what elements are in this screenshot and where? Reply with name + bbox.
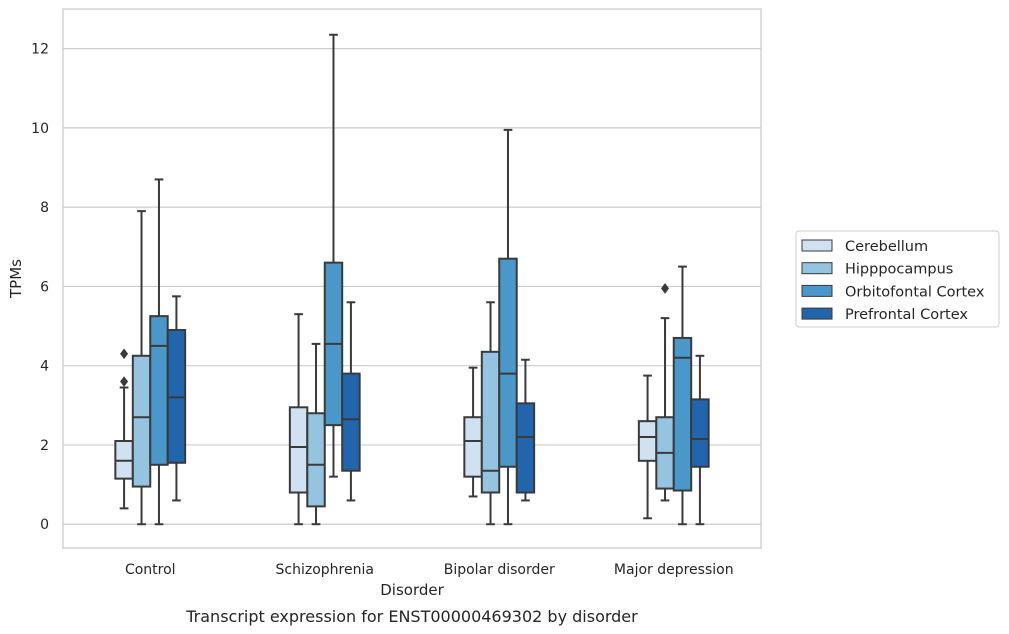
box-body <box>672 336 693 492</box>
box-cerebellum <box>288 313 309 526</box>
box-prefrontal-cortex <box>166 295 187 502</box>
legend-item: Cerebellum <box>801 239 928 255</box>
box-body <box>306 412 326 508</box>
y-tick-labels: 0 2 4 6 8 10 12 <box>31 42 49 534</box>
box-hipppocampus <box>131 210 152 526</box>
box-cerebellum <box>114 348 134 510</box>
y-tick-label: 10 <box>31 121 49 137</box>
box-prefrontal-cortex <box>690 354 710 526</box>
legend-label: Prefrontal Cortex <box>845 307 968 323</box>
box-orbitofontal-cortex <box>498 128 518 526</box>
box-body <box>463 416 483 478</box>
box-orbitofontal-cortex <box>149 178 169 526</box>
x-tick-label: Major depression <box>614 562 734 578</box>
legend-swatch <box>801 262 833 275</box>
box-body <box>498 257 518 468</box>
y-tick-label: 12 <box>31 42 49 58</box>
legend-label: Orbitofontal Cortex <box>845 284 985 300</box>
box-prefrontal-cortex <box>341 301 361 502</box>
chart-caption: Transcript expression for ENST0000046930… <box>185 607 638 626</box>
legend-swatch <box>801 307 833 320</box>
box-prefrontal-cortex <box>515 358 536 502</box>
outlier-point <box>120 348 129 360</box>
box-cerebellum <box>637 374 658 520</box>
legend-item: Prefrontal Cortex <box>801 307 968 323</box>
y-axis-label: TPMs <box>7 259 25 299</box>
box-body <box>637 420 658 462</box>
x-tick-labels: Control Schizophrenia Bipolar disorder Majo… <box>125 562 734 578</box>
outlier-point <box>120 376 129 387</box>
box-orbitofontal-cortex <box>672 265 693 526</box>
legend: Cerebellum Hipppocampus Orbitofontal Corte… <box>795 230 1000 328</box>
legend-item: Orbitofontal Cortex <box>801 284 985 300</box>
box-body <box>131 354 152 488</box>
box-hipppocampus <box>306 342 326 526</box>
legend-swatch <box>801 284 833 297</box>
y-tick-label: 8 <box>40 200 49 216</box>
x-tick-label: Schizophrenia <box>276 562 374 578</box>
x-tick-label: Bipolar disorder <box>444 562 555 578</box>
outlier-point <box>661 283 670 294</box>
legend-label: Hipppocampus <box>845 262 953 278</box>
legend-label: Cerebellum <box>845 239 928 255</box>
x-tick-label: Control <box>125 562 176 578</box>
y-tick-label: 4 <box>40 359 49 375</box>
box-body <box>690 398 710 468</box>
box-hipppocampus <box>480 301 501 526</box>
box-cerebellum <box>463 366 483 498</box>
legend-frame <box>795 230 1000 328</box>
box-body <box>149 315 169 466</box>
legend-swatch <box>801 239 833 252</box>
boxes <box>114 33 710 526</box>
box-body <box>341 372 361 472</box>
y-tick-label: 0 <box>40 517 49 533</box>
y-tick-label: 2 <box>40 438 49 454</box>
y-tick-label: 6 <box>40 279 49 295</box>
box-hipppocampus <box>655 283 675 502</box>
legend-item: Hipppocampus <box>801 262 953 278</box>
box-body <box>515 402 536 494</box>
box-body <box>288 406 309 494</box>
x-axis-label: Disorder <box>380 581 444 599</box>
plot-area-frame <box>62 8 762 549</box>
box-orbitofontal-cortex <box>323 33 344 478</box>
